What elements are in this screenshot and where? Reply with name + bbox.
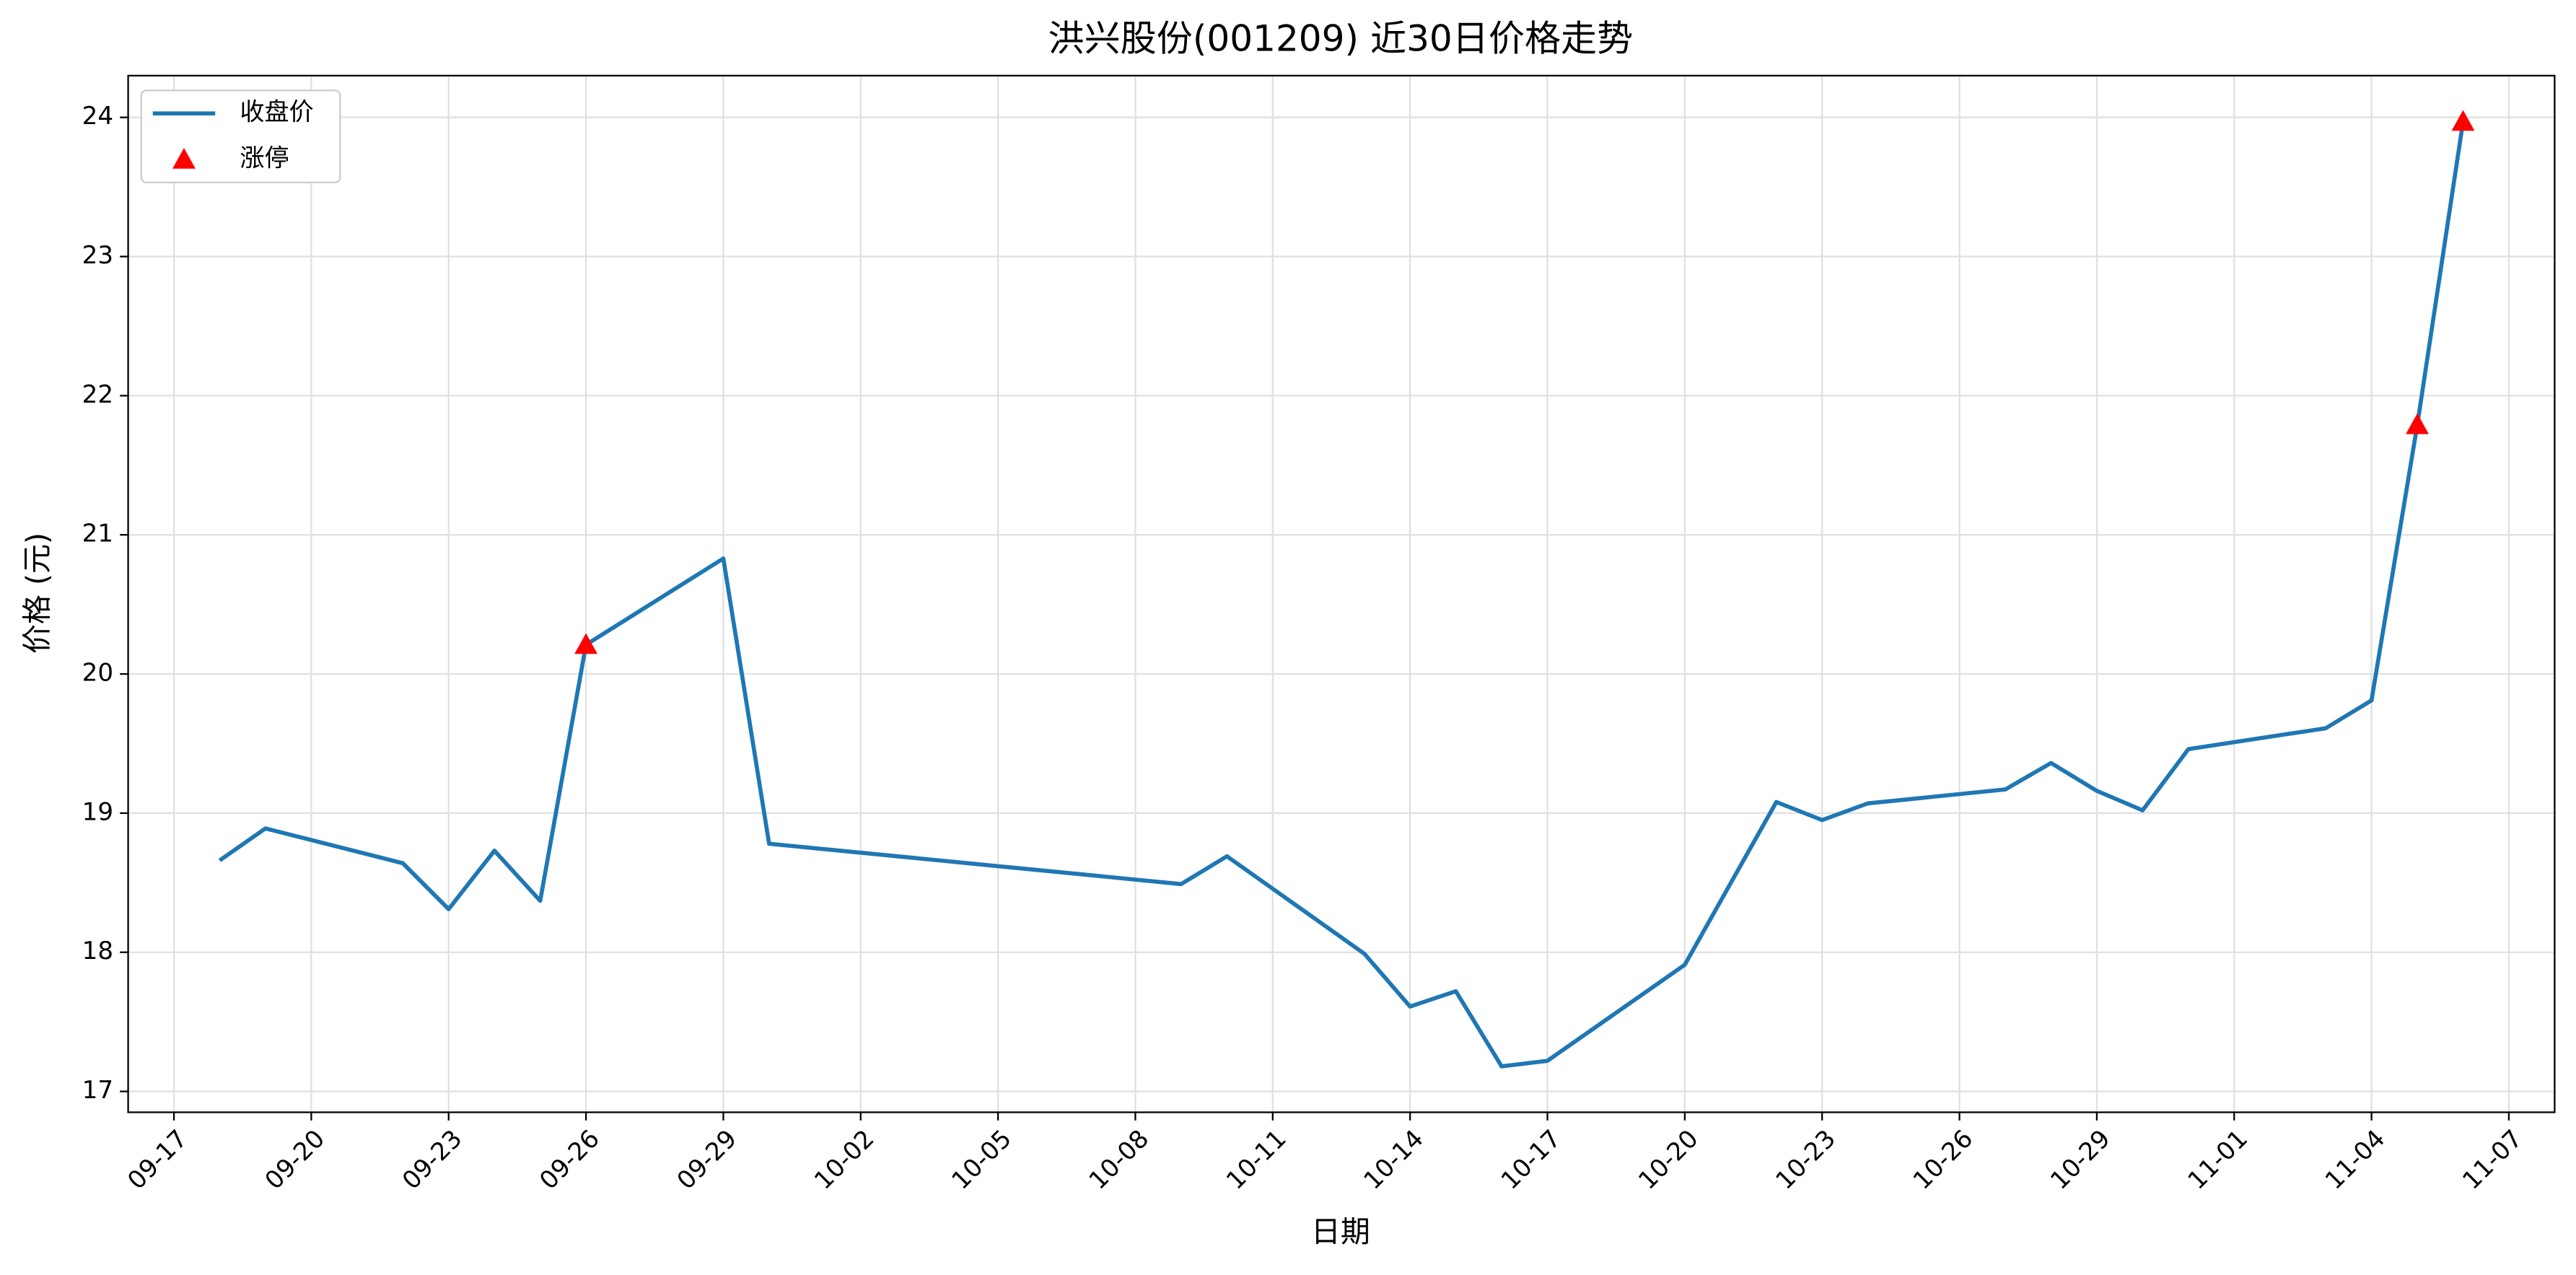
y-tick-label: 20: [82, 659, 113, 688]
y-axis-label: 价格 (元): [20, 533, 55, 654]
x-axis-label: 日期: [1311, 1214, 1370, 1249]
plot-frame: [127, 74, 2556, 1113]
limit-up-marker: [2406, 413, 2429, 434]
y-tick-label: 17: [82, 1076, 113, 1105]
y-tick-label: 24: [82, 102, 113, 131]
y-tick-label: 18: [82, 937, 113, 965]
y-tick-label: 21: [82, 520, 113, 548]
legend-marker: [172, 148, 196, 169]
price-line: [218, 121, 2466, 1069]
legend-label: 收盘价: [240, 98, 313, 127]
limit-up-marker: [2451, 110, 2475, 131]
chart-title: 洪兴股份(001209) 近30日价格走势: [1048, 18, 1634, 60]
y-tick-label: 22: [82, 380, 113, 409]
limit-up-marker: [574, 633, 598, 654]
legend-label: 涨停: [240, 144, 289, 172]
y-tick-label: 19: [82, 797, 113, 826]
y-tick-label: 23: [82, 241, 113, 270]
